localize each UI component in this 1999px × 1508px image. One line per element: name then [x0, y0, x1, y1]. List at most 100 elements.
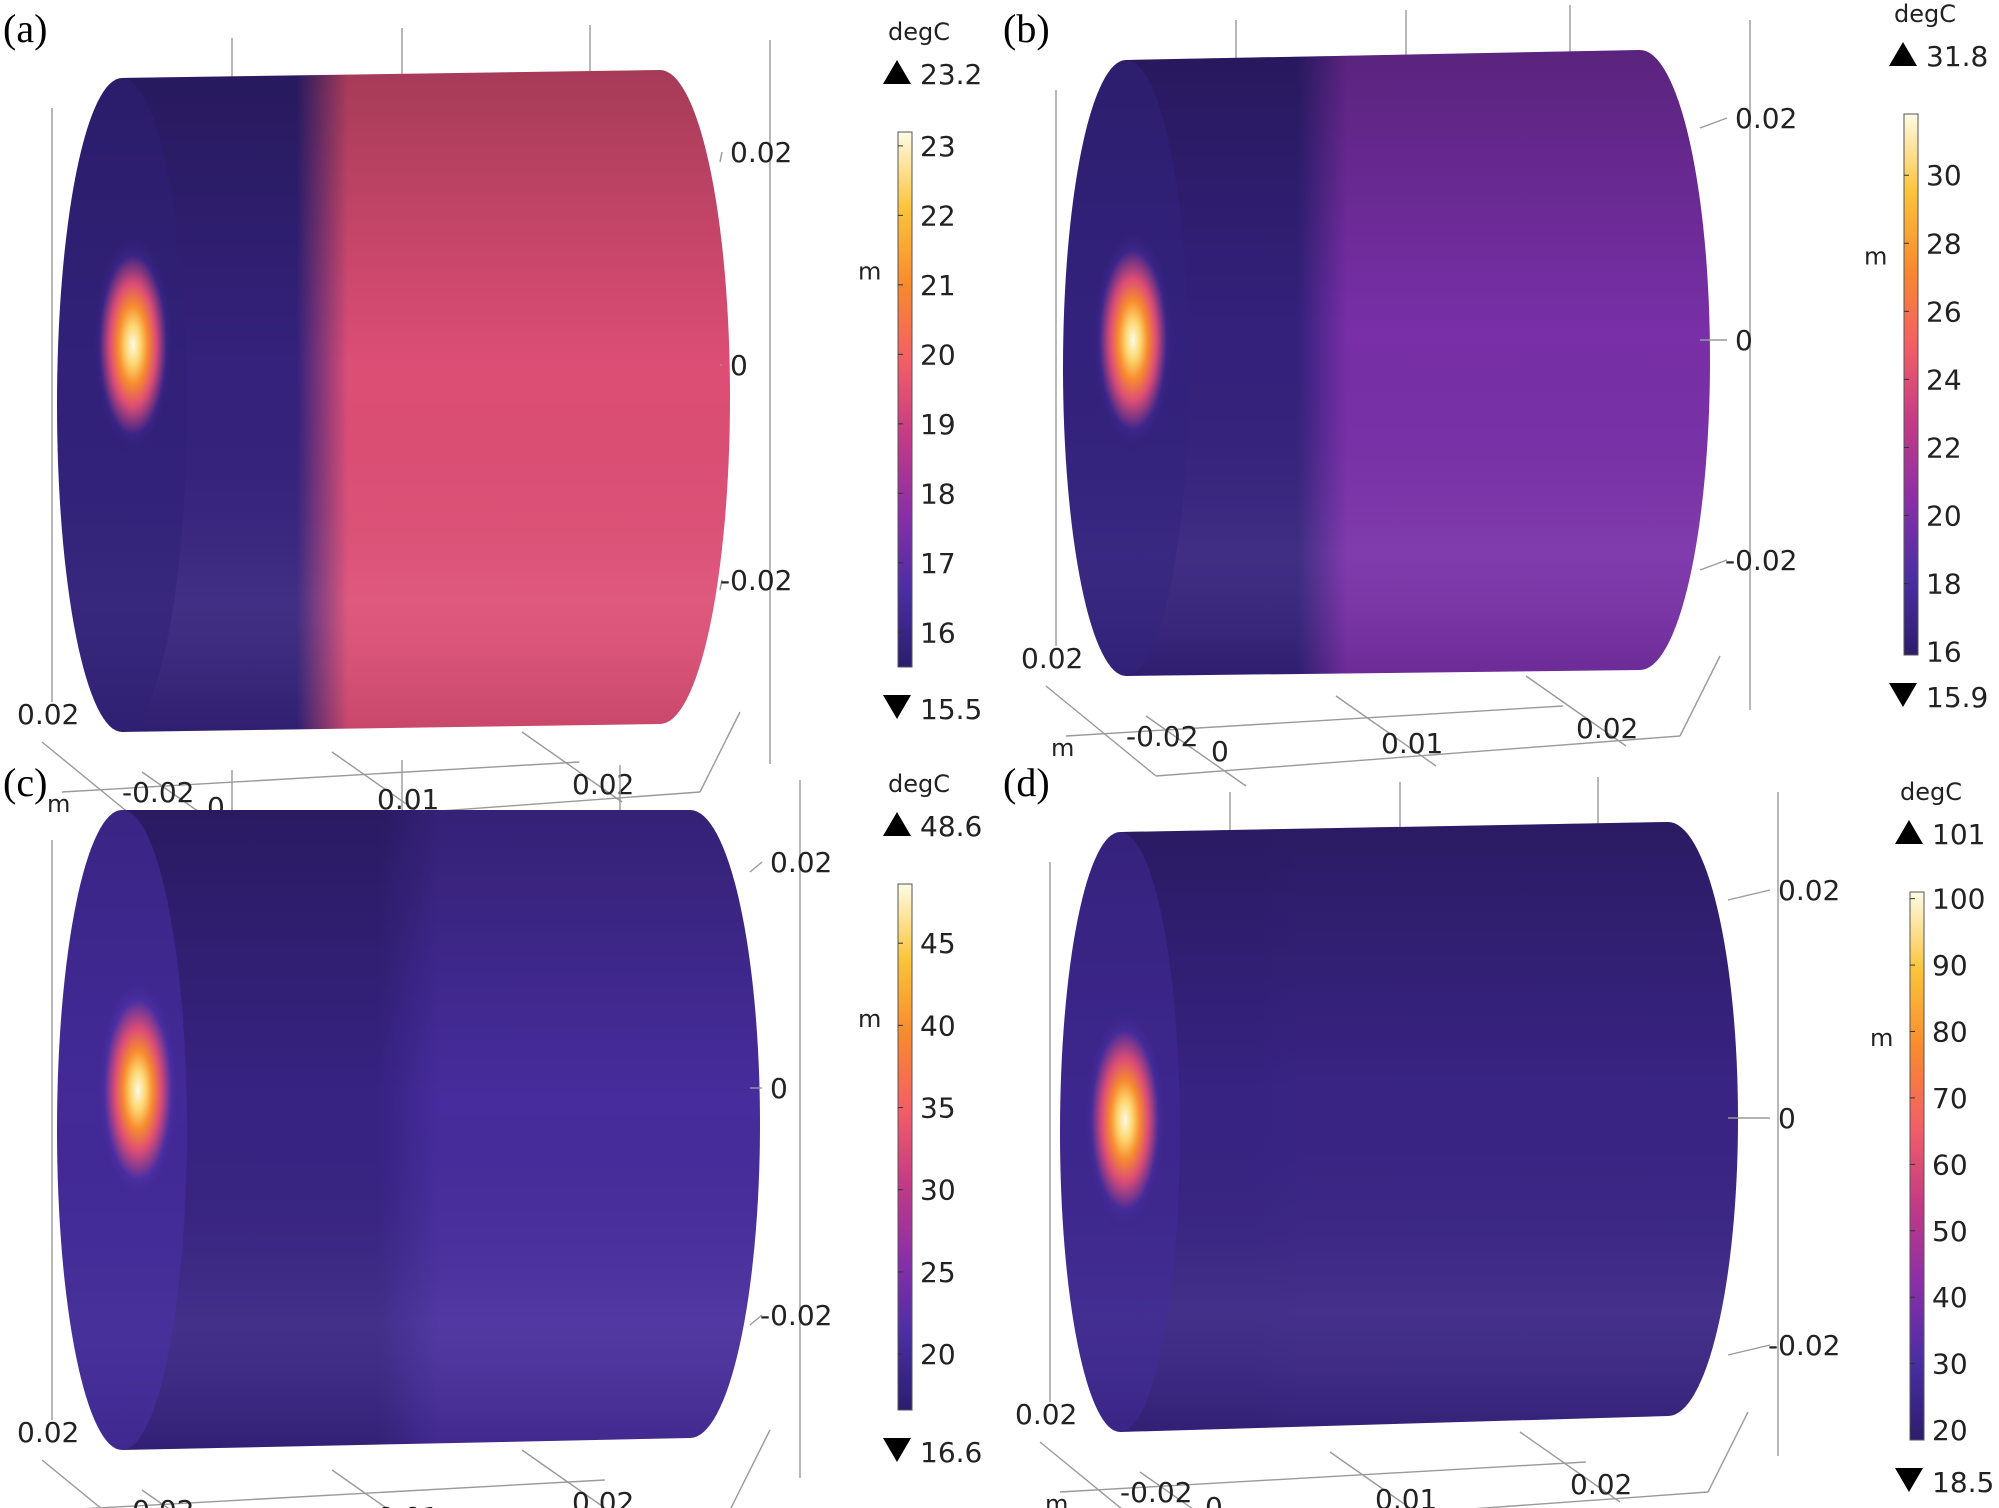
- axis-box: [41, 760, 801, 1508]
- y-axis-tick-label: 0: [730, 349, 748, 382]
- y-axis-tick-label: 0.02: [1735, 102, 1797, 135]
- x-axis-tick-label: 0: [1205, 1491, 1223, 1508]
- colorbar-unit: degC: [888, 18, 950, 46]
- x-axis-tick-label: 0.01: [1381, 727, 1443, 760]
- colorbar-side-unit: m: [1870, 1024, 1893, 1052]
- colorbar-tick-label: 35: [920, 1092, 956, 1125]
- colorbar: 100 90 80 70 60 50 40 30 20 degC 101 18.5 m: [1870, 778, 1994, 1499]
- colorbar-max-label: 23.2: [920, 58, 982, 91]
- colorbar-tick-label: 30: [920, 1174, 956, 1207]
- z-axis-tick-label: 0.02: [1021, 642, 1083, 675]
- x-axis-tick-label: 0: [1211, 735, 1229, 768]
- axis-line: [1679, 655, 1721, 737]
- cylinder: [57, 810, 760, 1450]
- axis-tick-line: [141, 1489, 169, 1508]
- y-axis-tick-label: 0.02: [730, 136, 792, 169]
- colorbar-tick-label: 24: [1926, 363, 1962, 396]
- colorbar-unit: degC: [888, 770, 950, 798]
- colorbar: 45 40 35 30 25 20 degC 48.6 16.6 m: [858, 770, 982, 1469]
- min-triangle-icon: [1895, 1468, 1923, 1492]
- z-axis-unit: m: [47, 790, 70, 818]
- colorbar-tick-label: 22: [1926, 431, 1962, 464]
- colorbar-tick-label: 23: [920, 130, 956, 163]
- cylinder-shading: [122, 70, 730, 732]
- axis-line: [1039, 1441, 1122, 1508]
- colorbar-tick-label: 26: [1926, 295, 1962, 328]
- axis-tick-line: [521, 1449, 607, 1508]
- colorbar-tick-label: 17: [920, 547, 956, 580]
- colorbar-side-unit: m: [1864, 243, 1887, 271]
- axis-tick-line: [1699, 117, 1728, 129]
- axis-tick-line: [1335, 695, 1437, 767]
- axis-tick-line: [1525, 675, 1627, 747]
- colorbar-ramp: [1903, 113, 1919, 656]
- axis-line: [1707, 1411, 1749, 1493]
- x-axis-tick-label: 0.02: [572, 768, 634, 801]
- y-axis-tick-label: -0.02: [1768, 1329, 1840, 1362]
- x-axis-tick-label: 0.01: [377, 1501, 439, 1508]
- colorbar-min-label: 15.9: [1926, 681, 1988, 714]
- axis-tick-line: [1519, 1431, 1621, 1503]
- panel-label: (a): [3, 6, 47, 51]
- y-axis-tick-label: -0.02: [760, 1299, 832, 1332]
- axis-tick-line: [1329, 1451, 1412, 1508]
- colorbar: 30 28 26 24 22 20 18 16 degC 31.8 15.9 m: [1864, 0, 1988, 714]
- axis-line: [699, 711, 741, 793]
- colorbar-min-label: 15.5: [920, 693, 982, 726]
- y-axis-tick-label: -0.02: [720, 564, 792, 597]
- panel-label: (b): [1003, 6, 1050, 51]
- hotspot: [1083, 1008, 1167, 1232]
- x-axis-tick-label: 0.02: [1570, 1468, 1632, 1501]
- y-axis-tick-label: 0.02: [1778, 874, 1840, 907]
- hotspot: [96, 978, 180, 1202]
- cylinder: [57, 70, 730, 732]
- panel-c: 0.020-0.020.02m-0.0200.010.02(c)45403530…: [3, 760, 982, 1508]
- x-axis-tick-label: 0.02: [572, 1486, 634, 1508]
- x-axis-tick-label: 0.02: [1576, 712, 1638, 745]
- y-axis-tick-label: 0: [1778, 1102, 1796, 1135]
- x-axis-tick-label: 0.01: [1375, 1483, 1437, 1508]
- colorbar-side-unit: m: [858, 1005, 881, 1033]
- colorbar-tick-label: 20: [920, 1338, 956, 1371]
- min-triangle-icon: [883, 1438, 911, 1462]
- z-axis-tick-label: 0.02: [17, 1416, 79, 1449]
- colorbar-unit: degC: [1894, 0, 1956, 28]
- colorbar-unit: degC: [1900, 778, 1962, 806]
- axis-tick-line: [719, 579, 723, 591]
- colorbar-tick-label: 80: [1932, 1015, 1968, 1048]
- y-axis-tick-label: 0: [1735, 324, 1753, 357]
- max-triangle-icon: [883, 812, 911, 836]
- colorbar-ramp: [897, 883, 913, 1411]
- axis-box: [1045, 5, 1751, 787]
- axis-tick-line: [331, 1469, 388, 1508]
- colorbar-tick-label: 40: [1932, 1281, 1968, 1314]
- axis-box: [1039, 777, 1779, 1508]
- panel-label: (d): [1003, 760, 1050, 805]
- colorbar-tick-label: 20: [920, 338, 956, 371]
- axis-tick-line: [749, 861, 763, 873]
- cylinder-shading: [1126, 50, 1710, 676]
- axis-tick-line: [749, 1314, 763, 1326]
- colorbar-max-label: 31.8: [1926, 40, 1988, 73]
- colorbar-tick-label: 100: [1932, 883, 1985, 916]
- axis-tick-line: [1727, 1344, 1771, 1356]
- axis-tick-line: [719, 151, 723, 163]
- max-triangle-icon: [1895, 820, 1923, 844]
- y-axis-tick-label: -0.02: [1725, 544, 1797, 577]
- cylinder-shading: [1120, 822, 1738, 1432]
- colorbar-min-label: 16.6: [920, 1436, 982, 1469]
- hotspot: [1091, 228, 1175, 452]
- colorbar-tick-label: 20: [1926, 499, 1962, 532]
- cylinder: [1060, 822, 1738, 1432]
- colorbar-max-label: 101: [1932, 818, 1985, 851]
- y-axis-tick-label: 0.02: [770, 846, 832, 879]
- colorbar-tick-label: 16: [1926, 636, 1962, 669]
- z-axis-tick-label: -0.02: [1120, 1476, 1192, 1508]
- colorbar-tick-label: 16: [920, 616, 956, 649]
- axis-line: [1155, 735, 1681, 777]
- colorbar-tick-label: 21: [920, 269, 956, 302]
- min-triangle-icon: [1889, 683, 1917, 707]
- axis-tick-line: [521, 731, 623, 803]
- z-axis-unit: m: [1051, 734, 1074, 762]
- panel-b: 0.02 0 -0.02 0.02 m -0.02 0 0.01 0.02 (b) 30 28 26 24…: [1003, 0, 1988, 787]
